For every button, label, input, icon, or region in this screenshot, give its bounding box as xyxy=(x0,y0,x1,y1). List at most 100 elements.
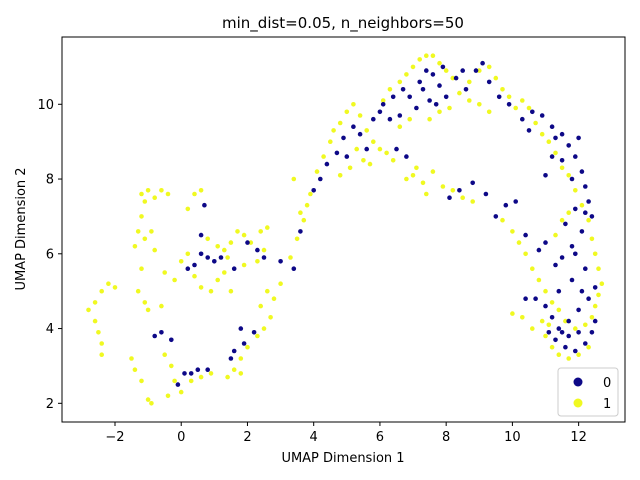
point-series-1-80 xyxy=(304,202,310,208)
point-series-0-35 xyxy=(364,146,370,152)
point-series-1-124 xyxy=(467,79,472,85)
point-series-0-24 xyxy=(238,326,244,331)
point-series-1-109 xyxy=(430,53,436,58)
point-series-1-171 xyxy=(520,315,525,320)
point-series-1-27 xyxy=(159,303,164,309)
plot-frame xyxy=(61,36,626,423)
point-series-1-157 xyxy=(523,251,528,257)
point-series-1-141 xyxy=(586,217,591,223)
point-series-1-71 xyxy=(271,296,277,302)
point-series-0-100 xyxy=(592,318,598,324)
point-series-1-32 xyxy=(149,401,154,406)
point-series-0-75 xyxy=(559,255,565,260)
point-series-0-121 xyxy=(433,102,439,107)
point-series-1-37 xyxy=(178,389,184,395)
point-series-0-93 xyxy=(566,318,571,324)
point-series-0-54 xyxy=(420,87,426,92)
y-axis: 2 4 6 8 10 xyxy=(37,98,62,412)
point-series-0-14 xyxy=(212,259,217,264)
point-series-0-84 xyxy=(470,180,476,186)
point-series-1-143 xyxy=(592,251,598,257)
point-series-1-9 xyxy=(139,191,144,197)
point-series-0-7 xyxy=(175,382,181,387)
point-series-0-102 xyxy=(543,303,548,309)
point-series-1-107 xyxy=(417,57,423,62)
point-series-0-37 xyxy=(371,116,376,122)
point-series-1-148 xyxy=(589,315,595,320)
point-series-1-54 xyxy=(248,240,254,245)
point-series-0-21 xyxy=(231,348,237,354)
point-series-1-52 xyxy=(235,229,240,234)
point-series-1-3 xyxy=(106,281,111,287)
point-series-0-38 xyxy=(380,102,386,107)
point-series-1-53 xyxy=(241,232,247,238)
point-series-1-122 xyxy=(404,176,409,182)
point-series-0-12 xyxy=(198,232,204,238)
x-tick-label: 8 xyxy=(442,430,450,445)
point-series-1-176 xyxy=(477,102,482,107)
point-series-1-173 xyxy=(559,217,565,223)
point-series-1-20 xyxy=(152,247,157,253)
point-series-1-180 xyxy=(427,116,432,122)
point-series-1-50 xyxy=(222,247,227,253)
point-series-0-52 xyxy=(394,146,399,152)
point-series-0-111 xyxy=(576,330,581,335)
point-series-0-112 xyxy=(573,206,578,212)
point-series-0-105 xyxy=(556,288,562,294)
point-series-1-177 xyxy=(467,98,472,103)
point-series-1-61 xyxy=(215,244,220,249)
point-series-0-20 xyxy=(228,356,234,361)
point-series-0-68 xyxy=(573,154,578,159)
point-series-1-134 xyxy=(539,131,545,137)
point-series-1-118 xyxy=(460,195,466,200)
point-series-0-96 xyxy=(563,344,568,350)
point-series-1-162 xyxy=(549,344,555,350)
point-series-0-88 xyxy=(573,251,578,257)
x-tick-label: 6 xyxy=(376,430,384,445)
point-series-1-49 xyxy=(215,277,220,283)
point-series-0-109 xyxy=(546,330,552,335)
point-series-0-15 xyxy=(218,255,224,260)
point-series-1-0 xyxy=(86,307,91,313)
chart-title: min_dist=0.05, n_neighbors=50 xyxy=(222,14,464,33)
point-series-0-3 xyxy=(182,371,187,376)
point-series-0-91 xyxy=(586,296,591,302)
point-series-0-48 xyxy=(414,105,419,111)
point-series-1-140 xyxy=(579,202,585,208)
legend-marker-1 xyxy=(573,398,583,408)
point-series-1-132 xyxy=(526,105,532,111)
point-series-1-153 xyxy=(549,300,555,305)
point-series-0-86 xyxy=(447,195,452,200)
point-series-1-145 xyxy=(599,281,605,287)
point-series-1-106 xyxy=(410,64,416,70)
point-series-1-169 xyxy=(546,322,552,328)
point-series-1-104 xyxy=(397,79,403,85)
point-series-1-31 xyxy=(145,397,151,402)
x-axis: −2 0 2 4 6 8 10 12 xyxy=(105,422,587,445)
point-series-0-92 xyxy=(576,307,581,313)
point-series-1-166 xyxy=(586,344,591,350)
point-series-0-65 xyxy=(549,124,555,129)
point-series-1-72 xyxy=(265,288,270,294)
point-series-1-76 xyxy=(278,281,283,287)
point-series-0-87 xyxy=(563,221,568,227)
point-series-1-97 xyxy=(354,146,360,152)
point-series-1-42 xyxy=(192,191,197,197)
x-tick-label: 2 xyxy=(243,430,251,445)
point-series-0-29 xyxy=(318,176,323,182)
point-series-1-47 xyxy=(198,285,204,290)
point-series-1-7 xyxy=(99,341,104,346)
point-series-0-19 xyxy=(231,266,237,272)
point-series-1-119 xyxy=(470,199,476,204)
point-series-1-45 xyxy=(178,259,184,264)
point-series-1-95 xyxy=(384,150,389,156)
point-series-1-34 xyxy=(169,363,174,369)
point-series-0-58 xyxy=(473,68,479,73)
point-series-1-11 xyxy=(152,195,157,200)
y-tick-label: 2 xyxy=(46,397,54,412)
point-series-1-172 xyxy=(553,232,558,238)
point-series-0-26 xyxy=(291,266,297,272)
point-series-1-69 xyxy=(261,326,267,331)
point-series-0-51 xyxy=(377,109,383,115)
point-series-0-123 xyxy=(480,60,485,66)
